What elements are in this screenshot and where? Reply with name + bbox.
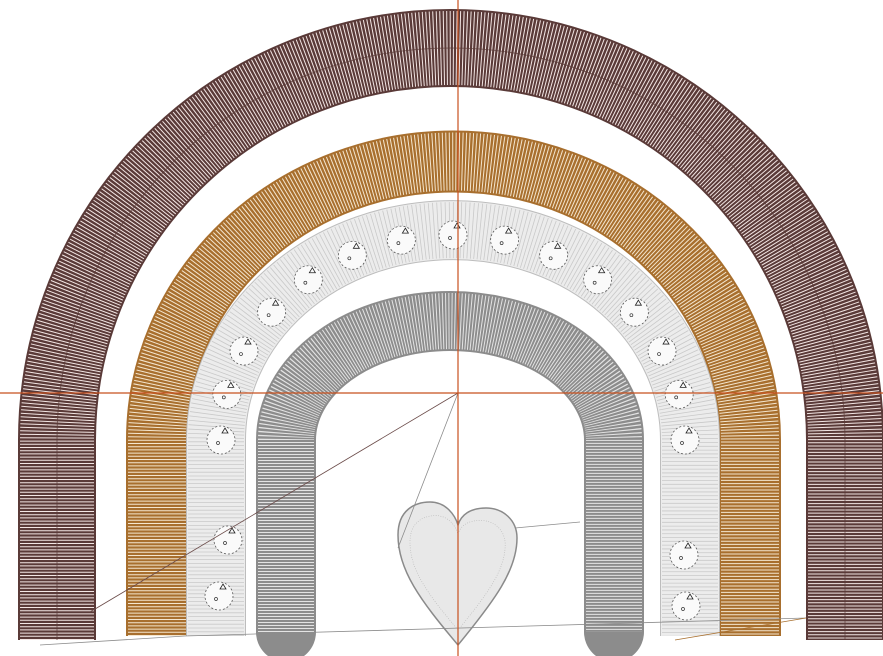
dot-circle xyxy=(293,265,323,295)
dot-center xyxy=(679,556,683,560)
brown-arch xyxy=(18,9,883,640)
dot-circle xyxy=(229,336,259,366)
dot-marker xyxy=(401,227,410,234)
brown-arch-center xyxy=(56,47,846,640)
dot-center xyxy=(303,280,308,285)
dot-circle xyxy=(539,240,569,270)
dot-marker xyxy=(352,242,361,249)
dot-marker xyxy=(227,381,235,388)
dot-marker xyxy=(308,266,317,274)
dot-center xyxy=(499,241,504,245)
dot-center xyxy=(448,236,452,240)
tan-arch xyxy=(126,130,781,636)
dot-circle xyxy=(583,265,613,295)
dot-center xyxy=(674,395,679,400)
dot-marker xyxy=(221,427,229,434)
travel-line xyxy=(674,617,807,641)
travel-line xyxy=(184,617,807,637)
dot-center xyxy=(629,313,634,318)
dot-circle xyxy=(669,540,699,570)
dot-center xyxy=(214,597,218,601)
dot-circle xyxy=(490,225,520,255)
travel-line xyxy=(397,392,459,549)
dot-circle xyxy=(212,379,242,409)
dot-center xyxy=(223,541,227,545)
dot-marker xyxy=(504,227,513,234)
travel-line xyxy=(39,635,186,646)
dot-circle xyxy=(204,581,234,611)
dot-circle xyxy=(257,297,287,327)
gray-arch xyxy=(256,291,644,656)
dot-circle xyxy=(647,336,677,366)
dot-center xyxy=(592,280,597,285)
dot-center xyxy=(216,441,220,445)
dot-center xyxy=(239,352,243,356)
dot-circle xyxy=(337,240,367,270)
dot-circle xyxy=(670,425,700,455)
dot-circles xyxy=(204,220,701,621)
dot-marker xyxy=(684,542,692,549)
dot-marker xyxy=(679,381,687,388)
dot-circle xyxy=(206,425,236,455)
dot-center xyxy=(657,352,661,356)
dot-marker xyxy=(597,266,606,274)
dot-center xyxy=(680,441,684,445)
dot-circle xyxy=(438,220,468,250)
dot-marker xyxy=(634,299,643,306)
dot-circle xyxy=(671,591,701,621)
dot-center xyxy=(396,241,401,245)
tan-arch-stitches xyxy=(128,132,779,636)
dot-center xyxy=(681,607,685,611)
dot-marker xyxy=(553,242,562,249)
gray-arch-stitches xyxy=(258,293,642,632)
dot-marker xyxy=(219,583,227,590)
dot-circle xyxy=(386,225,416,255)
dot-center xyxy=(548,256,553,261)
dot-marker xyxy=(686,593,694,600)
dot-marker xyxy=(662,338,670,345)
dot-center xyxy=(347,256,352,261)
travel-lines xyxy=(39,392,807,646)
dot-marker xyxy=(685,427,693,434)
dot-marker xyxy=(228,527,236,534)
dot-center xyxy=(221,395,226,400)
dot-center xyxy=(266,313,271,318)
travel-line xyxy=(514,521,581,529)
travel-line xyxy=(89,392,459,613)
dot-circle xyxy=(619,297,649,327)
dot-marker xyxy=(244,338,252,345)
dot-circle xyxy=(664,379,694,409)
dot-marker xyxy=(271,299,280,306)
